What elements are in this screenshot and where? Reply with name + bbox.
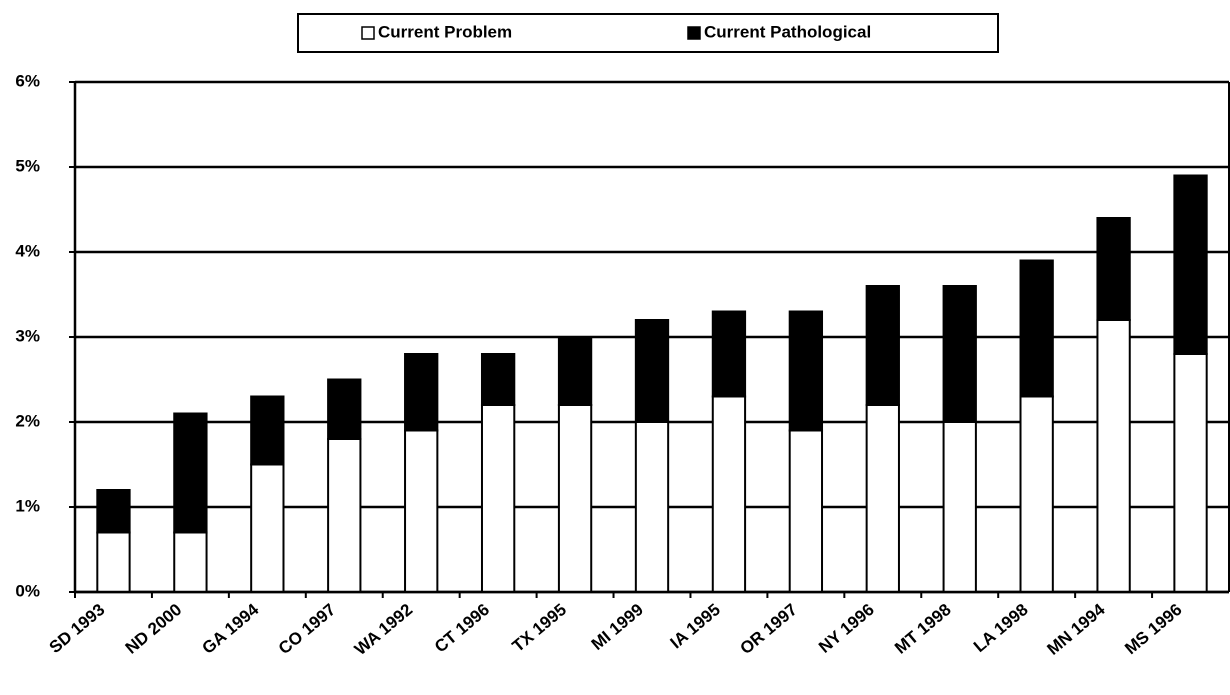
bar-segment — [711, 310, 747, 398]
y-tick-label: 5% — [15, 156, 40, 175]
x-tick-label: MI 1999 — [588, 600, 647, 654]
bar-segment — [788, 310, 824, 432]
legend-swatch — [361, 26, 375, 40]
legend-swatch — [687, 26, 701, 40]
bar-segment — [865, 404, 900, 593]
legend-label: Current Pathological — [704, 22, 871, 41]
bar-segment — [96, 531, 131, 593]
x-tick-label: MS 1996 — [1121, 600, 1185, 658]
y-tick-label: 6% — [15, 71, 40, 90]
bar-segment — [173, 531, 208, 593]
x-tick-label: CO 1997 — [275, 600, 339, 658]
bar-segment — [327, 438, 362, 593]
bar-segment — [557, 404, 593, 593]
bar-segment — [327, 378, 362, 440]
bar-segment — [1096, 217, 1131, 321]
x-tick-label: OR 1997 — [737, 600, 801, 658]
x-tick-label: LA 1998 — [970, 600, 1032, 656]
bar-segment — [96, 489, 131, 534]
bar-segment — [480, 404, 516, 593]
x-tick-label: WA 1992 — [351, 600, 416, 659]
bar-segment — [1173, 353, 1208, 593]
bar-segment — [1173, 174, 1208, 355]
bar-segment — [404, 429, 439, 593]
legend-label: Current Problem — [378, 22, 512, 41]
x-tick-label: TX 1995 — [509, 600, 570, 656]
bar-segment — [404, 353, 439, 432]
y-tick-label: 1% — [15, 496, 40, 515]
bar-segment — [1019, 259, 1054, 398]
bar-segment — [480, 353, 516, 406]
x-tick-label: ND 2000 — [122, 600, 186, 658]
bar-segment — [173, 412, 208, 534]
y-tick-label: 4% — [15, 241, 40, 260]
x-tick-label: MN 1994 — [1044, 600, 1109, 659]
bar-segment — [557, 336, 593, 406]
y-tick-label: 2% — [15, 411, 40, 430]
x-tick-label: IA 1995 — [667, 600, 724, 652]
bar-segment — [942, 421, 977, 593]
y-tick-label: 3% — [15, 326, 40, 345]
bar-segment — [634, 421, 670, 593]
bar-segment — [1019, 395, 1054, 593]
x-tick-label: GA 1994 — [198, 600, 262, 658]
bar-segment — [250, 463, 285, 593]
legend-box — [297, 13, 999, 53]
bar-segment — [788, 429, 824, 593]
y-tick-label: 0% — [15, 581, 40, 600]
x-tick-label: SD 1993 — [46, 600, 109, 657]
bar-segment — [711, 395, 747, 593]
x-tick-label: MT 1998 — [891, 600, 955, 658]
x-tick-label: NY 1996 — [815, 600, 878, 657]
bar-segment — [634, 319, 670, 423]
bar-segment — [865, 285, 900, 406]
x-tick-label: CT 1996 — [431, 600, 493, 656]
bar-segment — [1096, 319, 1131, 593]
bar-segment — [942, 285, 977, 423]
bar-segment — [250, 395, 285, 466]
